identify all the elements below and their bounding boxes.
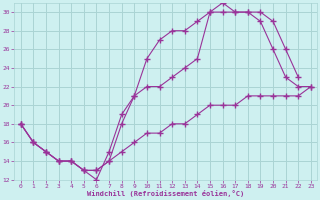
X-axis label: Windchill (Refroidissement éolien,°C): Windchill (Refroidissement éolien,°C) <box>87 190 244 197</box>
